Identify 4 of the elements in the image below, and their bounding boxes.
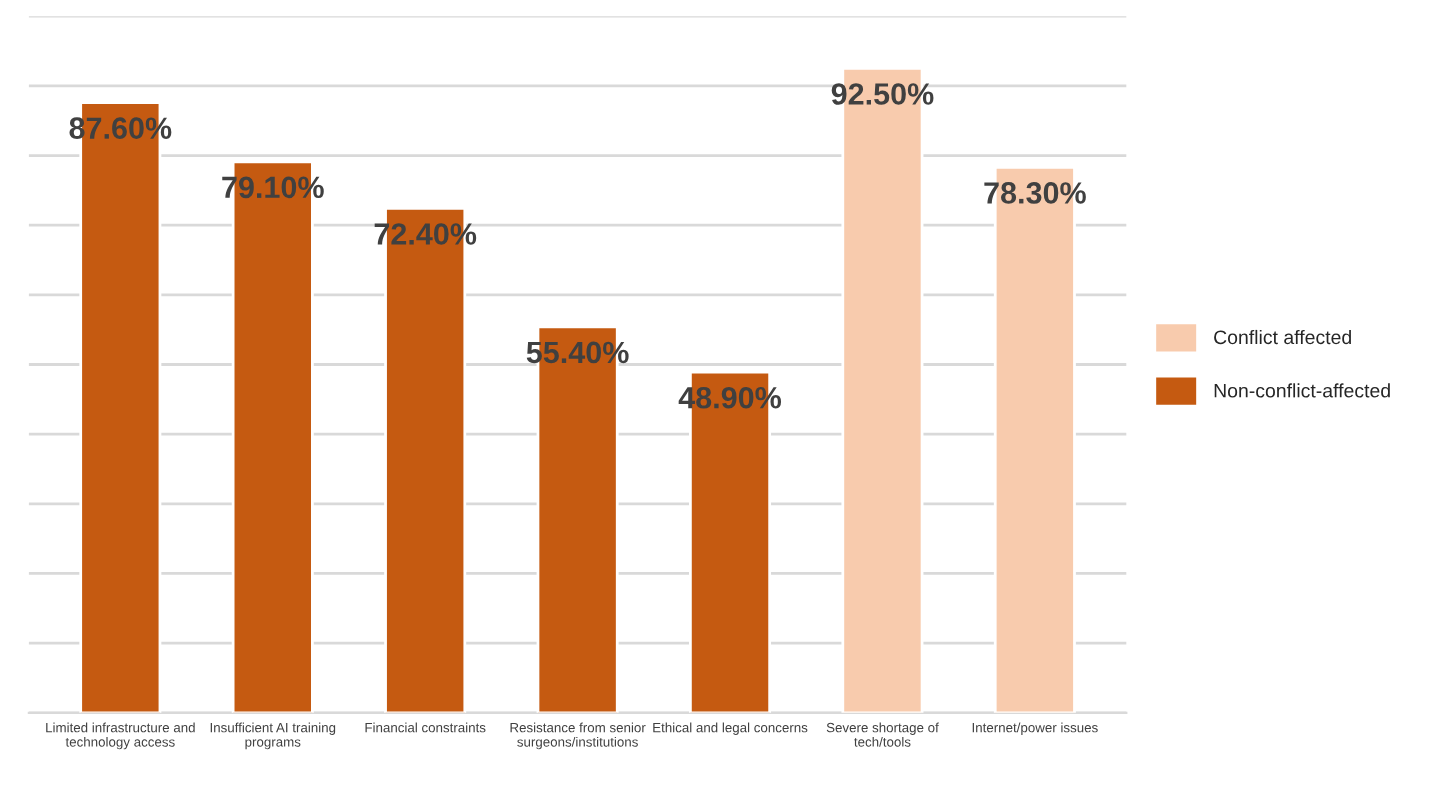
data-label: 78.30%: [984, 182, 1086, 204]
legend-label: Non-conflict-affected: [1214, 383, 1390, 398]
legend-label: Conflict affected: [1214, 329, 1351, 345]
data-label: 92.50%: [831, 83, 934, 105]
